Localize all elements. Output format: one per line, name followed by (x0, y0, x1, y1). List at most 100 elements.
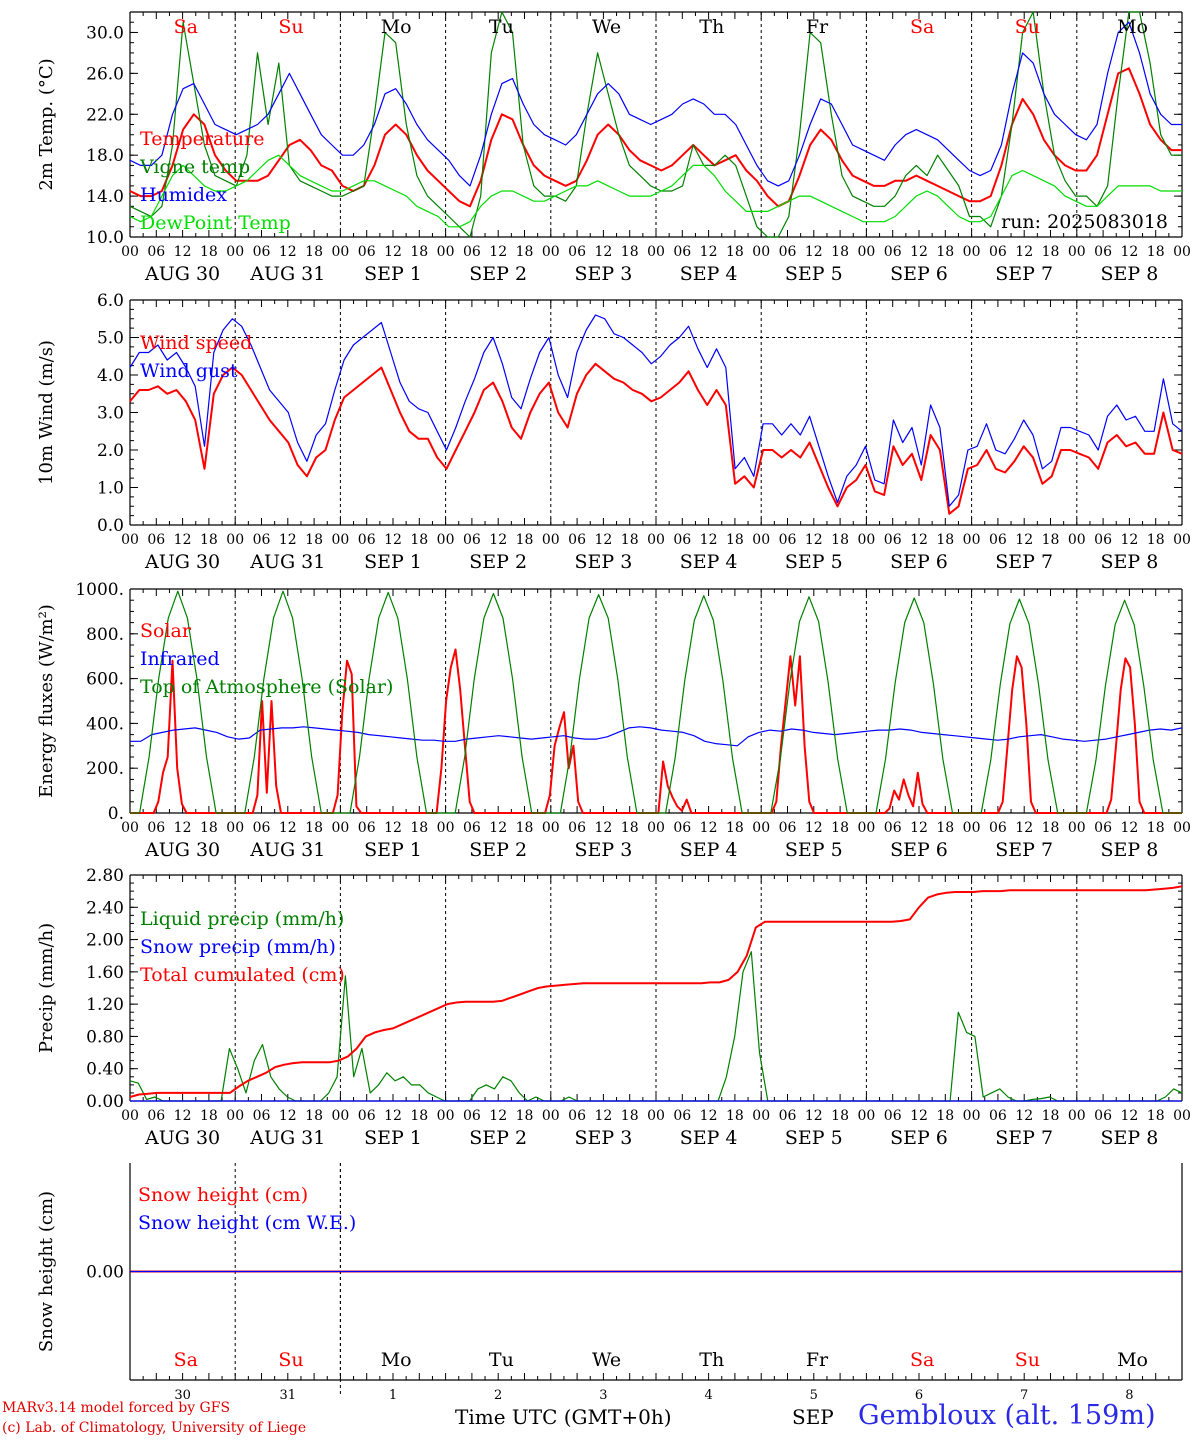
x-hour-label: 12 (910, 820, 928, 836)
x-date-label: SEP 7 (995, 551, 1053, 573)
x-date-label: SEP 4 (680, 839, 738, 861)
y-axis-title: 10m Wind (m/s) (36, 340, 57, 485)
x-hour-label: 06 (147, 1108, 165, 1124)
x-hour-label: 06 (568, 244, 586, 260)
x-hour-label: 12 (700, 820, 718, 836)
run-label: run: 2025083018 (1001, 211, 1168, 233)
x-hour-label: 12 (700, 244, 718, 260)
x-hour-label: 18 (516, 820, 534, 836)
weekday-label-top: We (592, 16, 621, 38)
x-date-label: AUG 31 (249, 551, 325, 573)
x-hour-label: 18 (1147, 532, 1165, 548)
series-line-1 (129, 314, 1183, 507)
y-tick-label: 400. (86, 714, 124, 734)
x-hour-label: 18 (516, 244, 534, 260)
x-hour-label: 00 (647, 244, 665, 260)
x-hour-label: 00 (1068, 244, 1086, 260)
y-tick-label: 5.0 (97, 329, 124, 349)
x-date-label: AUG 30 (144, 551, 220, 573)
x-date-label: SEP 8 (1100, 263, 1158, 285)
legend-entry: Snow height (cm W.E.) (138, 1212, 356, 1234)
x-hour-label: 06 (463, 820, 481, 836)
x-hour-label: 06 (673, 244, 691, 260)
x-hour-label: 00 (542, 532, 560, 548)
x-hour-label: 18 (831, 820, 849, 836)
y-tick-label: 1.0 (97, 479, 124, 499)
x-date-label: AUG 31 (249, 1127, 325, 1149)
x-hour-label: 00 (1173, 1108, 1191, 1124)
x-hour-label: 12 (594, 244, 612, 260)
day-number-label: 7 (1020, 1388, 1028, 1403)
x-hour-label: 00 (121, 532, 139, 548)
x-date-label: SEP 3 (574, 839, 632, 861)
x-hour-label: 18 (831, 532, 849, 548)
y-tick-label: 2.40 (86, 898, 124, 918)
x-hour-label: 00 (542, 1108, 560, 1124)
x-hour-label: 12 (910, 244, 928, 260)
legend-entry: Temperature (140, 128, 264, 150)
x-hour-label: 12 (489, 820, 507, 836)
x-hour-label: 12 (1120, 1108, 1138, 1124)
x-hour-label: 18 (831, 1108, 849, 1124)
x-hour-label: 18 (516, 1108, 534, 1124)
x-hour-label: 00 (963, 820, 981, 836)
x-hour-label: 06 (989, 1108, 1007, 1124)
x-hour-label: 18 (200, 532, 218, 548)
day-number-label: 1 (389, 1388, 397, 1403)
x-hour-label: 12 (1120, 532, 1138, 548)
weekday-label-top: Sa (910, 16, 934, 38)
x-hour-label: 18 (936, 244, 954, 260)
x-date-label: SEP 5 (785, 551, 843, 573)
y-tick-label: 0.00 (86, 1263, 124, 1283)
y-tick-label: 2.0 (97, 441, 124, 461)
x-date-label: SEP 3 (574, 551, 632, 573)
x-hour-label: 00 (542, 244, 560, 260)
series-line-1 (129, 11, 1182, 238)
x-date-label: SEP 8 (1100, 551, 1158, 573)
x-hour-label: 18 (1147, 820, 1165, 836)
weekday-label-top: Sa (174, 16, 198, 38)
x-date-label: AUG 31 (249, 263, 325, 285)
y-tick-label: 200. (86, 759, 124, 779)
x-hour-label: 06 (884, 1108, 902, 1124)
x-hour-label: 00 (752, 820, 770, 836)
x-hour-label: 18 (200, 820, 218, 836)
month-label: SEP (792, 1405, 834, 1429)
x-hour-label: 18 (516, 532, 534, 548)
x-hour-label: 06 (884, 532, 902, 548)
x-hour-label: 12 (805, 532, 823, 548)
x-hour-label: 00 (963, 244, 981, 260)
x-hour-label: 18 (726, 820, 744, 836)
x-hour-label: 18 (831, 244, 849, 260)
x-hour-label: 06 (568, 1108, 586, 1124)
x-hour-label: 06 (358, 1108, 376, 1124)
y-tick-label: 1000. (75, 580, 124, 600)
day-number-label: 31 (280, 1388, 297, 1403)
x-hour-label: 18 (410, 532, 428, 548)
x-hour-label: 00 (647, 532, 665, 548)
x-hour-label: 12 (1015, 820, 1033, 836)
y-axis-title: Snow height (cm) (36, 1191, 57, 1352)
day-number-label: 30 (174, 1388, 191, 1403)
legend-entry: Wind speed (140, 332, 252, 354)
x-hour-label: 06 (463, 532, 481, 548)
x-hour-label: 18 (1147, 1108, 1165, 1124)
x-hour-label: 00 (226, 820, 244, 836)
x-hour-label: 06 (1094, 532, 1112, 548)
x-hour-label: 12 (1120, 820, 1138, 836)
x-hour-label: 06 (463, 244, 481, 260)
x-hour-label: 18 (621, 1108, 639, 1124)
weekday-label-top: Mo (1117, 16, 1148, 38)
x-hour-label: 00 (437, 820, 455, 836)
x-hour-label: 06 (568, 820, 586, 836)
x-hour-label: 00 (331, 532, 349, 548)
x-hour-label: 12 (1015, 1108, 1033, 1124)
x-hour-label: 12 (384, 532, 402, 548)
x-hour-label: 18 (1042, 244, 1060, 260)
series-line-2 (130, 590, 1182, 814)
x-hour-label: 00 (752, 1108, 770, 1124)
x-hour-label: 18 (200, 1108, 218, 1124)
x-hour-label: 18 (936, 532, 954, 548)
x-hour-label: 00 (121, 244, 139, 260)
